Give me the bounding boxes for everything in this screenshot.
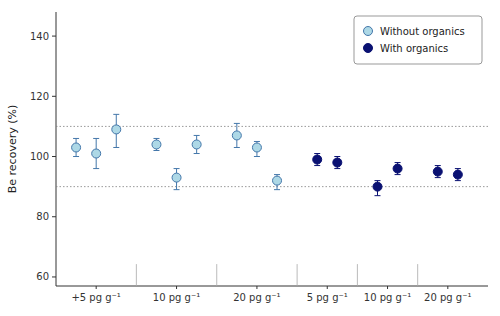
x-tick-label: 20 pg g⁻¹ bbox=[424, 292, 471, 303]
point bbox=[333, 158, 342, 167]
point bbox=[373, 182, 382, 191]
y-tick-label: 60 bbox=[36, 271, 49, 282]
x-tick bbox=[327, 286, 328, 289]
error-cap bbox=[73, 138, 79, 139]
y-tick-label: 140 bbox=[30, 31, 49, 42]
error-cap bbox=[93, 168, 99, 169]
error-cap bbox=[113, 114, 119, 115]
error-cap bbox=[254, 141, 260, 142]
y-tick-label: 80 bbox=[36, 211, 49, 222]
error-cap bbox=[395, 162, 401, 163]
error-cap bbox=[395, 174, 401, 175]
legend: Without organics With organics bbox=[354, 16, 482, 64]
error-cap bbox=[234, 147, 240, 148]
error-cap bbox=[455, 180, 461, 181]
y-axis bbox=[56, 12, 57, 286]
error-cap bbox=[274, 174, 280, 175]
point bbox=[72, 143, 81, 152]
legend-marker bbox=[364, 27, 373, 36]
error-cap bbox=[455, 168, 461, 169]
x-axis bbox=[56, 286, 488, 287]
error-cap bbox=[194, 153, 200, 154]
x-tick-label: 10 pg g⁻¹ bbox=[364, 292, 411, 303]
point bbox=[273, 176, 282, 185]
group-separator bbox=[297, 264, 298, 286]
plot-area bbox=[56, 114, 488, 286]
y-axis-label: Be recovery (%) bbox=[6, 105, 19, 193]
group-separator bbox=[216, 264, 217, 286]
point bbox=[152, 140, 161, 149]
error-cap bbox=[153, 138, 159, 139]
error-cap bbox=[274, 189, 280, 190]
error-cap bbox=[374, 195, 380, 196]
point bbox=[92, 149, 101, 158]
x-tick bbox=[387, 286, 388, 289]
chart: 60 80 100 120 140 +5 pg g⁻¹ 10 pg g⁻¹ 20 pg g⁻¹… bbox=[0, 0, 500, 316]
x-tick bbox=[256, 286, 257, 289]
point bbox=[192, 140, 201, 149]
point bbox=[232, 131, 241, 140]
error-cap bbox=[334, 156, 340, 157]
point bbox=[393, 164, 402, 173]
error-cap bbox=[194, 135, 200, 136]
reference-line bbox=[56, 186, 488, 187]
x-tick bbox=[447, 286, 448, 289]
reference-line bbox=[56, 126, 488, 127]
y-tick bbox=[52, 276, 56, 277]
error-cap bbox=[153, 150, 159, 151]
error-cap bbox=[374, 180, 380, 181]
y-tick bbox=[52, 156, 56, 157]
legend-label: With organics bbox=[380, 43, 448, 54]
y-tick bbox=[52, 216, 56, 217]
point bbox=[172, 173, 181, 182]
group-separator bbox=[136, 264, 137, 286]
error-cap bbox=[435, 177, 441, 178]
legend-marker bbox=[364, 44, 373, 53]
x-tick bbox=[176, 286, 177, 289]
error-cap bbox=[113, 147, 119, 148]
point bbox=[453, 170, 462, 179]
point bbox=[112, 125, 121, 134]
group-separator bbox=[417, 264, 418, 286]
x-tick-label: 10 pg g⁻¹ bbox=[153, 292, 200, 303]
point bbox=[433, 167, 442, 176]
y-tick bbox=[52, 36, 56, 37]
point bbox=[313, 155, 322, 164]
error-cap bbox=[93, 138, 99, 139]
error-cap bbox=[174, 168, 180, 169]
x-tick-label: 5 pg g⁻¹ bbox=[307, 292, 348, 303]
error-cap bbox=[73, 156, 79, 157]
y-tick-label: 100 bbox=[30, 151, 49, 162]
x-tick-label: 20 pg g⁻¹ bbox=[233, 292, 280, 303]
error-cap bbox=[435, 165, 441, 166]
group-separator bbox=[357, 264, 358, 286]
error-cap bbox=[314, 165, 320, 166]
point bbox=[252, 143, 261, 152]
error-cap bbox=[174, 189, 180, 190]
error-cap bbox=[314, 153, 320, 154]
error-cap bbox=[234, 123, 240, 124]
error-cap bbox=[334, 168, 340, 169]
x-tick bbox=[96, 286, 97, 289]
error-cap bbox=[254, 156, 260, 157]
x-tick-label: +5 pg g⁻¹ bbox=[71, 292, 120, 303]
y-tick-label: 120 bbox=[30, 91, 49, 102]
legend-box bbox=[354, 16, 482, 64]
y-tick bbox=[52, 96, 56, 97]
legend-label: Without organics bbox=[380, 26, 465, 37]
